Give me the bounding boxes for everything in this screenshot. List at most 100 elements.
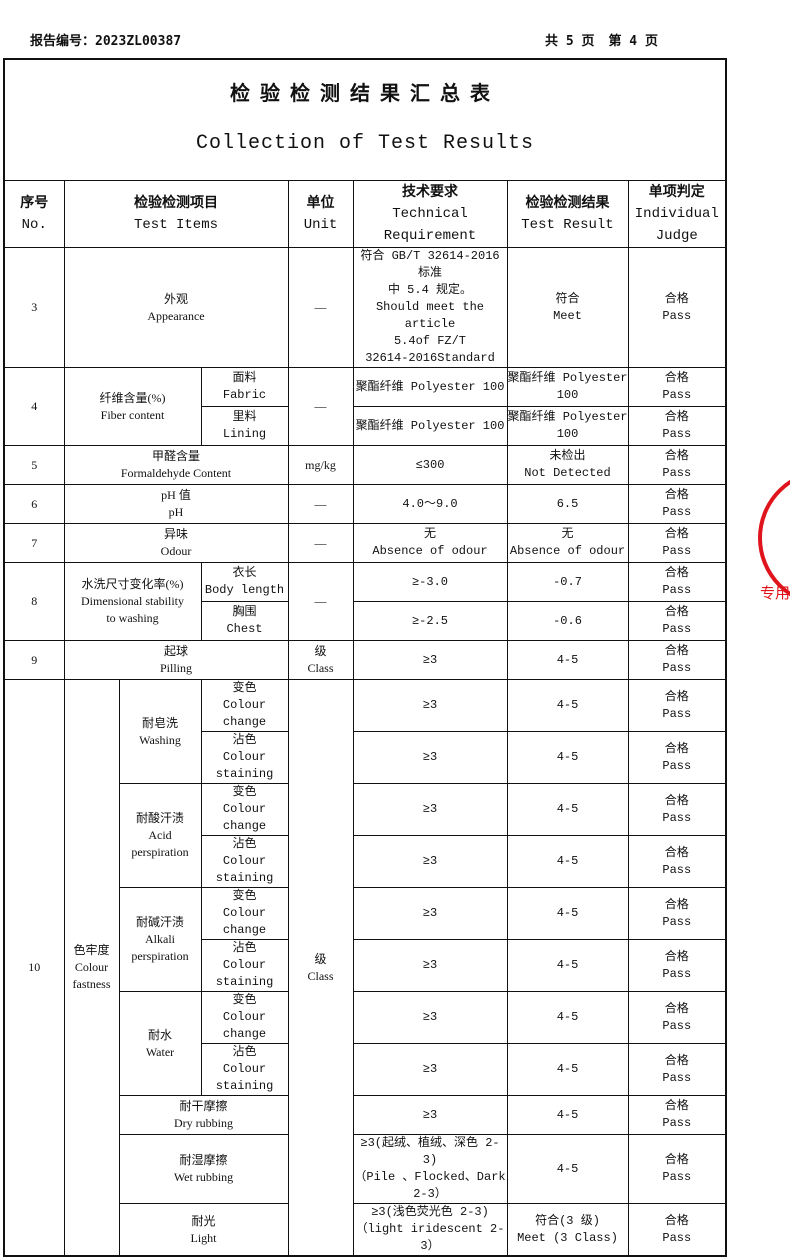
requirement-cell: ≥3(浅色荧光色 2-3) （light iridescent 2-3） xyxy=(352,1203,508,1257)
test-results-table: 检验检测结果汇总表 Collection of Test Results 序号 N… xyxy=(3,58,728,1257)
judge-cell: 合格 Pass xyxy=(627,562,727,602)
table-title: 检验检测结果汇总表 Collection of Test Results xyxy=(3,58,727,181)
subitem-cell: 沾色 Colour staining xyxy=(200,1043,289,1096)
table-row: 9 起球 Pilling 级 Class ≥3 4-5 合格 Pass xyxy=(3,640,727,680)
result-cell: 4-5 xyxy=(506,939,629,992)
item-cell: 水洗尺寸变化率(%) Dimensional stability to wash… xyxy=(63,562,202,641)
item-cell: 起球 Pilling xyxy=(63,640,289,680)
total-pages: 共 5 页 xyxy=(545,34,595,49)
judge-cell: 合格 Pass xyxy=(627,484,727,524)
requirement-cell: ≥3 xyxy=(352,887,508,940)
judge-cell: 合格 Pass xyxy=(627,601,727,641)
result-cell: 符合(3 级) Meet (3 Class) xyxy=(506,1203,629,1257)
judge-cell: 合格 Pass xyxy=(627,1134,727,1204)
requirement-cell: ≥3 xyxy=(352,1043,508,1096)
table-row: 4 纤维含量(%) Fiber content 面料 Fabric — 聚酯纤维 Pol… xyxy=(3,367,727,446)
requirement-cell: ≥3(起绒、植绒、深色 2-3) （Pile 、Flocked、Dark 2-3… xyxy=(352,1134,508,1204)
subgroup-cell: 耐水 Water xyxy=(118,991,202,1096)
judge-cell: 合格 Pass xyxy=(627,887,727,940)
result-cell: 4-5 xyxy=(506,679,629,732)
requirement-cell: ≤300 xyxy=(352,445,508,485)
item-cell: 外观 Appearance xyxy=(63,247,289,368)
subgroup-cell: 耐碱汗渍 Alkali perspiration xyxy=(118,887,202,992)
result-cell: 聚酯纤维 Polyester 100 xyxy=(506,406,629,446)
header-test-items: 检验检测项目 Test Items xyxy=(63,180,289,248)
no-cell: 6 xyxy=(3,484,65,524)
judge-cell: 合格 Pass xyxy=(627,445,727,485)
table-row: 耐碱汗渍 Alkali perspiration 变色 Colour change… xyxy=(4,887,727,992)
requirement-cell: ≥3 xyxy=(352,991,508,1044)
requirement-cell: 无 Absence of odour xyxy=(352,523,508,563)
unit-cell: — xyxy=(287,367,354,446)
subgroup-cell: 耐酸汗渍 Acid perspiration xyxy=(118,783,202,888)
header-requirement: 技术要求 Technical Requirement xyxy=(352,180,508,248)
table-row: 10 色牢度 Colour fastness 耐皂洗 Washing 变色 Colou… xyxy=(3,679,727,1257)
table-row: 里料 Lining 聚酯纤维 Polyester 100 聚酯纤维 Polyeste… xyxy=(4,406,727,446)
requirement-cell: ≥3 xyxy=(352,939,508,992)
subgroup-cell: 耐干摩擦 Dry rubbing xyxy=(118,1095,289,1135)
subitem-cell: 沾色 Colour staining xyxy=(200,939,289,992)
no-cell: 4 xyxy=(3,367,65,446)
page-info: 共 5 页第 4 页 xyxy=(545,30,672,49)
report-number-value: 2023ZL00387 xyxy=(95,34,182,49)
judge-cell: 合格 Pass xyxy=(627,247,727,368)
report-number-label: 报告编号： xyxy=(30,34,96,49)
item-cell: 色牢度 Colour fastness xyxy=(63,679,120,1257)
subitem-cell: 沾色 Colour staining xyxy=(200,731,289,784)
requirement-cell: ≥3 xyxy=(352,731,508,784)
result-cell: 4-5 xyxy=(506,887,629,940)
result-cell: 未检出 Not Detected xyxy=(506,445,629,485)
table-row: 8 水洗尺寸变化率(%) Dimensional stability to was… xyxy=(3,562,727,641)
header-row: 序号 No. 检验检测项目 Test Items 单位 Unit 技术要求 Techni… xyxy=(3,180,727,248)
subgroup-cell: 耐湿摩擦 Wet rubbing xyxy=(118,1134,289,1204)
subitem-cell: 面料 Fabric xyxy=(200,367,289,407)
judge-cell: 合格 Pass xyxy=(627,783,727,836)
unit-cell: — xyxy=(287,484,354,524)
no-cell: 7 xyxy=(3,523,65,563)
table-title-en: Collection of Test Results xyxy=(196,132,535,155)
judge-cell: 合格 Pass xyxy=(627,523,727,563)
result-cell: -0.6 xyxy=(506,601,629,641)
stamp-lettering: 专用 xyxy=(760,584,790,602)
requirement-cell: ≥3 xyxy=(352,1095,508,1135)
unit-cell: 级 Class xyxy=(287,679,354,1257)
judge-cell: 合格 Pass xyxy=(627,731,727,784)
unit-cell: mg/kg xyxy=(287,445,354,485)
table-row: 6 pH 值 pH —4.0～9.0 6.5 合格 Pass xyxy=(3,484,727,524)
no-cell: 3 xyxy=(3,247,65,368)
requirement-cell: 聚酯纤维 Polyester 100 xyxy=(352,367,508,407)
item-cell: pH 值 pH xyxy=(63,484,289,524)
requirement-cell: ≥3 xyxy=(352,640,508,680)
requirement-cell: 符合 GB/T 32614-2016 标准 中 5.4 规定。 Should m… xyxy=(352,247,508,368)
result-cell: -0.7 xyxy=(506,562,629,602)
table-row: 耐酸汗渍 Acid perspiration 变色 Colour change ≥3… xyxy=(4,783,727,888)
result-cell: 4-5 xyxy=(506,991,629,1044)
result-cell: 4-5 xyxy=(506,1095,629,1135)
item-cell: 异味 Odour xyxy=(63,523,289,563)
subitem-cell: 变色 Colour change xyxy=(200,783,289,836)
result-cell: 无 Absence of odour xyxy=(506,523,629,563)
table-row: 3 外观 Appearance — 符合 GB/T 32614-2016 标准 中 5… xyxy=(3,247,727,368)
header-result: 检验检测结果 Test Result xyxy=(506,180,629,248)
result-cell: 4-5 xyxy=(506,835,629,888)
subitem-cell: 沾色 Colour staining xyxy=(200,835,289,888)
header-no: 序号 No. xyxy=(3,180,65,248)
judge-cell: 合格 Pass xyxy=(627,1043,727,1096)
header-judge: 单项判定 Individual Judge xyxy=(627,180,727,248)
result-cell: 4-5 xyxy=(506,731,629,784)
unit-cell: — xyxy=(287,247,354,368)
judge-cell: 合格 Pass xyxy=(627,991,727,1044)
result-cell: 符合 Meet xyxy=(506,247,629,368)
judge-cell: 合格 Pass xyxy=(627,1203,727,1257)
result-cell: 4-5 xyxy=(506,640,629,680)
table-row: 沾色 Colour staining ≥3 4-5 合格 Pass xyxy=(4,835,727,888)
result-cell: 4-5 xyxy=(506,1134,629,1204)
unit-cell: 级 Class xyxy=(287,640,354,680)
header-unit: 单位 Unit xyxy=(287,180,354,248)
requirement-cell: ≥3 xyxy=(352,783,508,836)
no-cell: 8 xyxy=(3,562,65,641)
subgroup-cell: 耐光 Light xyxy=(118,1203,289,1257)
unit-cell: — xyxy=(287,523,354,563)
title-row: 检验检测结果汇总表 Collection of Test Results xyxy=(3,58,727,181)
judge-cell: 合格 Pass xyxy=(627,367,727,407)
